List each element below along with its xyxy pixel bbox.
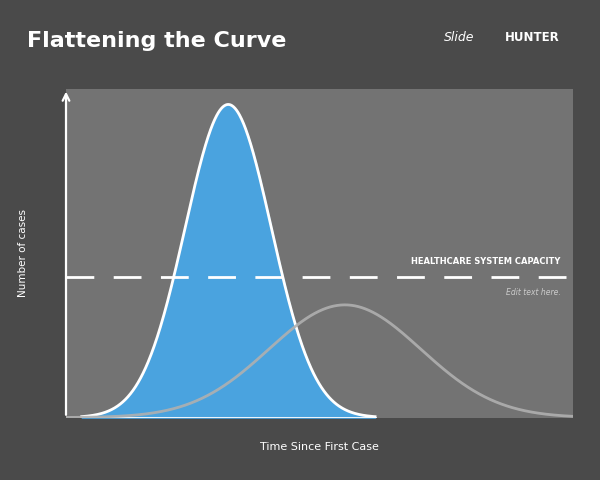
Text: Time Since First Case: Time Since First Case <box>260 442 379 452</box>
Text: Slide: Slide <box>444 31 475 44</box>
Text: Number of cases: Number of cases <box>18 209 28 297</box>
Text: Edit text here.: Edit text here. <box>506 288 560 297</box>
Text: Flattening the Curve: Flattening the Curve <box>27 31 286 51</box>
Text: HEALTHCARE SYSTEM CAPACITY: HEALTHCARE SYSTEM CAPACITY <box>411 257 560 266</box>
Text: HUNTER: HUNTER <box>505 31 560 44</box>
